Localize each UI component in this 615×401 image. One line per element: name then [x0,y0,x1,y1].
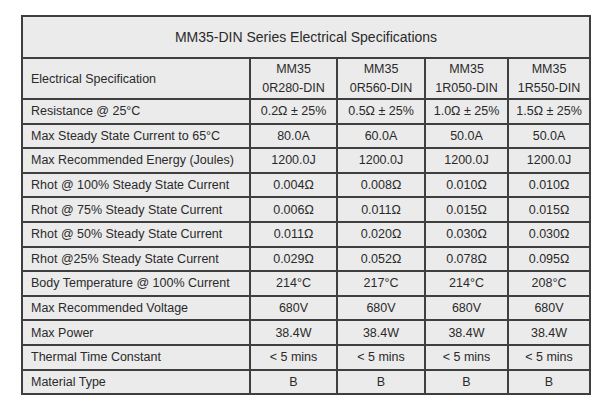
row-value: 0.020Ω [337,222,425,247]
row-value: 0.010Ω [508,173,590,198]
table-row: Rhot @ 50% Steady State Current0.011Ω0.0… [22,222,590,247]
row-value: 80.0A [250,124,337,149]
row-value: 0.006Ω [250,197,337,222]
row-value: 0.029Ω [250,247,337,272]
row-value: 680V [337,296,425,321]
row-value: 0.078Ω [425,247,508,272]
header-label: Electrical Specification [22,58,250,99]
row-value: B [508,370,590,395]
row-label: Body Temperature @ 100% Current [22,271,250,296]
header-col-0r280-din: MM350R280-DIN [250,58,337,99]
row-value: 38.4W [337,320,425,345]
row-value: 38.4W [250,320,337,345]
row-value: < 5 mins [250,345,337,370]
row-value: 0.5Ω ± 25% [337,99,425,124]
row-label: Rhot @ 50% Steady State Current [22,222,250,247]
row-value: 38.4W [425,320,508,345]
row-value: 50.0A [508,124,590,149]
row-value: 1.5Ω ± 25% [508,99,590,124]
row-value: B [250,370,337,395]
row-value: 38.4W [508,320,590,345]
row-value: B [425,370,508,395]
table-row: Max Recommended Energy (Joules)1200.0J12… [22,148,590,173]
row-value: 1200.0J [250,148,337,173]
row-value: 680V [425,296,508,321]
row-value: 0.095Ω [508,247,590,272]
row-value: 0.052Ω [337,247,425,272]
row-value: < 5 mins [508,345,590,370]
table-row: Rhot @25% Steady State Current0.029Ω0.05… [22,247,590,272]
row-label: Max Recommended Energy (Joules) [22,148,250,173]
row-value: 1200.0J [337,148,425,173]
row-value: 680V [250,296,337,321]
row-value: < 5 mins [337,345,425,370]
row-value: 214°C [250,271,337,296]
row-label: Max Recommended Voltage [22,296,250,321]
header-col-1r050-din: MM351R050-DIN [425,58,508,99]
table-row: Max Steady State Current to 65°C80.0A60.… [22,124,590,149]
header-row: Electrical SpecificationMM350R280-DINMM3… [22,58,590,99]
table-row: Resistance @ 25°C0.2Ω ± 25%0.5Ω ± 25%1.0… [22,99,590,124]
table-row: Thermal Time Constant< 5 mins< 5 mins< 5… [22,345,590,370]
row-value: 214°C [425,271,508,296]
row-value: 0.2Ω ± 25% [250,99,337,124]
row-value: 1200.0J [425,148,508,173]
row-label: Rhot @25% Steady State Current [22,247,250,272]
table-row: Rhot @ 75% Steady State Current0.006Ω0.0… [22,197,590,222]
row-value: 60.0A [337,124,425,149]
table-title: MM35-DIN Series Electrical Specification… [22,16,590,58]
row-value: 1200.0J [508,148,590,173]
title-row: MM35-DIN Series Electrical Specification… [22,16,590,58]
row-label: Material Type [22,370,250,395]
row-label: Max Steady State Current to 65°C [22,124,250,149]
row-value: 0.004Ω [250,173,337,198]
row-value: < 5 mins [425,345,508,370]
table-row: Max Power38.4W38.4W38.4W38.4W [22,320,590,345]
row-label: Thermal Time Constant [22,345,250,370]
row-label: Max Power [22,320,250,345]
row-value: 0.030Ω [425,222,508,247]
row-label: Rhot @ 75% Steady State Current [22,197,250,222]
row-value: 217°C [337,271,425,296]
table-row: Material TypeBBBB [22,370,590,395]
row-value: 0.011Ω [337,197,425,222]
table-row: Body Temperature @ 100% Current214°C217°… [22,271,590,296]
table-row: Max Recommended Voltage680V680V680V680V [22,296,590,321]
row-value: B [337,370,425,395]
row-label: Rhot @ 100% Steady State Current [22,173,250,198]
row-value: 0.010Ω [425,173,508,198]
header-col-0r560-din: MM350R560-DIN [337,58,425,99]
header-col-1r550-din: MM351R550-DIN [508,58,590,99]
row-value: 0.015Ω [425,197,508,222]
row-value: 0.015Ω [508,197,590,222]
spec-table: MM35-DIN Series Electrical Specification… [21,15,591,395]
row-value: 1.0Ω ± 25% [425,99,508,124]
row-label: Resistance @ 25°C [22,99,250,124]
row-value: 50.0A [425,124,508,149]
table-row: Rhot @ 100% Steady State Current0.004Ω0.… [22,173,590,198]
row-value: 0.030Ω [508,222,590,247]
row-value: 0.011Ω [250,222,337,247]
row-value: 0.008Ω [337,173,425,198]
row-value: 208°C [508,271,590,296]
row-value: 680V [508,296,590,321]
